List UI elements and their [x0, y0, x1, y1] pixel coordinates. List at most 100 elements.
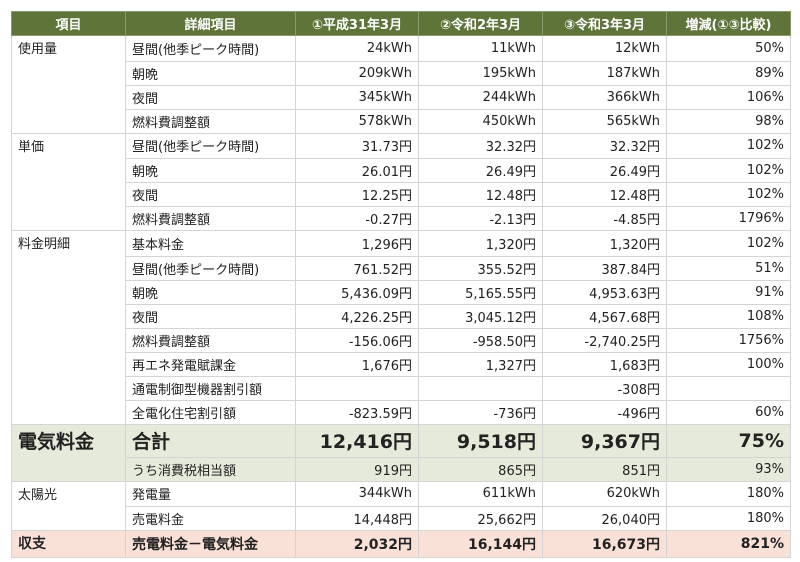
value-change: 821%: [666, 530, 791, 558]
value-period-3: 16,673円: [542, 530, 667, 558]
table-row: 売電料金 14,448円 25,662円 26,040円 180%: [11, 506, 791, 531]
value-period-1: 2,032円: [295, 530, 419, 558]
category-cell: 収支: [11, 530, 126, 558]
value-change: 89%: [666, 60, 791, 86]
value-change: 75%: [666, 423, 791, 458]
value-period-1: -156.06円: [295, 327, 419, 353]
detail-item-cell: 昼間(他季ピーク時間): [125, 255, 296, 281]
value-period-3: 9,367円: [542, 423, 667, 458]
value-period-3: 565kWh: [542, 108, 667, 134]
table-row: 単価 昼間(他季ピーク時間) 31.73円 32.32円 32.32円 102%: [11, 132, 791, 159]
value-period-2: 3,045.12円: [418, 303, 543, 329]
header-change: 増減(①③比較): [666, 11, 791, 36]
category-cell: [11, 206, 126, 231]
value-change: 98%: [666, 108, 791, 134]
value-change: 180%: [666, 480, 791, 507]
value-change: 51%: [666, 255, 791, 281]
value-period-2: 865円: [418, 456, 543, 482]
category-cell: [11, 400, 126, 425]
value-period-1: -823.59円: [295, 399, 419, 425]
value-period-1: 26.01円: [295, 158, 419, 183]
table-row: 燃料費調整額 -0.27円 -2.13円 -4.85円 1796%: [11, 206, 791, 231]
detail-item-cell: 基本料金: [125, 230, 296, 257]
value-period-1: 345kWh: [295, 84, 419, 110]
header-category: 項目: [11, 11, 126, 36]
value-period-2: 195kWh: [418, 60, 543, 86]
value-period-2: -736円: [418, 399, 543, 425]
value-period-1: 14,448円: [295, 506, 419, 531]
value-change: 91%: [666, 279, 791, 305]
value-change: 60%: [666, 399, 791, 425]
value-change: 102%: [666, 182, 791, 207]
table-body: 使用量 昼間(他季ピーク時間) 24kWh 11kWh 12kWh 50% 朝晩 209kWh…: [11, 35, 791, 558]
value-period-3: 32.32円: [542, 132, 667, 159]
category-cell: [11, 158, 126, 183]
detail-item-cell: 合計: [125, 423, 296, 458]
table-row: うち消費税相当額 919円 865円 851円 93%: [11, 456, 791, 482]
value-period-3: 187kWh: [542, 60, 667, 86]
value-period-3: -496円: [542, 399, 667, 425]
header-row: 項目 詳細項目 ①平成31年3月 ②令和2年3月 ③令和3年3月 増減(①③比較…: [11, 11, 791, 36]
category-cell: 単価: [11, 132, 126, 159]
value-period-2: 25,662円: [418, 506, 543, 531]
value-change: 102%: [666, 132, 791, 159]
value-period-2: 32.32円: [418, 132, 543, 159]
detail-item-cell: 再エネ発電賦課金: [125, 351, 296, 377]
value-period-1: 31.73円: [295, 132, 419, 159]
table-row: 全電化住宅割引額 -823.59円 -736円 -496円 60%: [11, 399, 791, 425]
value-change: 106%: [666, 84, 791, 110]
table-row: 通電制御型機器割引額 -308円: [11, 375, 791, 401]
value-period-2: 26.49円: [418, 158, 543, 183]
value-period-1: 919円: [295, 456, 419, 482]
value-period-2: 1,320円: [418, 230, 543, 257]
value-period-1: 209kWh: [295, 60, 419, 86]
detail-item-cell: 売電料金－電気料金: [125, 530, 296, 558]
table-row: 料金明細 基本料金 1,296円 1,320円 1,320円 102%: [11, 230, 791, 257]
detail-item-cell: 夜間: [125, 84, 296, 110]
value-period-2: [418, 375, 543, 401]
value-period-3: -2,740.25円: [542, 327, 667, 353]
value-period-2: 611kWh: [418, 480, 543, 507]
table-row: 燃料費調整額 -156.06円 -958.50円 -2,740.25円 1756%: [11, 327, 791, 353]
category-cell: [11, 182, 126, 207]
value-change: 100%: [666, 351, 791, 377]
category-cell: [11, 109, 126, 134]
value-period-2: 1,327円: [418, 351, 543, 377]
value-period-1: 5,436.09円: [295, 279, 419, 305]
table-row: 夜間 4,226.25円 3,045.12円 4,567.68円 108%: [11, 303, 791, 329]
value-period-3: 1,683円: [542, 351, 667, 377]
value-period-3: 4,567.68円: [542, 303, 667, 329]
value-change: 1796%: [666, 206, 791, 231]
table-row: 朝晩 209kWh 195kWh 187kWh 89%: [11, 60, 791, 86]
header-period-2: ②令和2年3月: [418, 11, 543, 36]
value-period-1: 4,226.25円: [295, 303, 419, 329]
category-cell: [11, 304, 126, 328]
value-period-3: 26,040円: [542, 506, 667, 531]
category-cell: [11, 506, 126, 531]
category-cell: 太陽光: [11, 480, 126, 507]
value-change: 102%: [666, 230, 791, 257]
value-period-1: 344kWh: [295, 480, 419, 507]
category-cell: 使用量: [11, 35, 126, 61]
value-period-2: 355.52円: [418, 255, 543, 281]
value-change: 1756%: [666, 327, 791, 353]
value-period-2: 16,144円: [418, 530, 543, 558]
value-period-1: 578kWh: [295, 108, 419, 134]
category-cell: [11, 328, 126, 352]
table-row: 昼間(他季ピーク時間) 761.52円 355.52円 387.84円 51%: [11, 255, 791, 281]
value-period-1: 1,676円: [295, 351, 419, 377]
value-change: 108%: [666, 303, 791, 329]
value-period-2: 5,165.55円: [418, 279, 543, 305]
category-cell: [11, 280, 126, 304]
category-cell: [11, 85, 126, 109]
table-row: 夜間 345kWh 244kWh 366kWh 106%: [11, 84, 791, 110]
category-cell: 電気料金: [11, 423, 126, 457]
category-cell: [11, 457, 126, 482]
value-period-3: 387.84円: [542, 255, 667, 281]
value-period-3: 851円: [542, 456, 667, 482]
value-period-1: [295, 375, 419, 401]
value-period-1: 761.52円: [295, 255, 419, 281]
detail-item-cell: 昼間(他季ピーク時間): [125, 132, 296, 159]
table-row: 使用量 昼間(他季ピーク時間) 24kWh 11kWh 12kWh 50%: [11, 35, 791, 62]
category-cell: [11, 352, 126, 376]
